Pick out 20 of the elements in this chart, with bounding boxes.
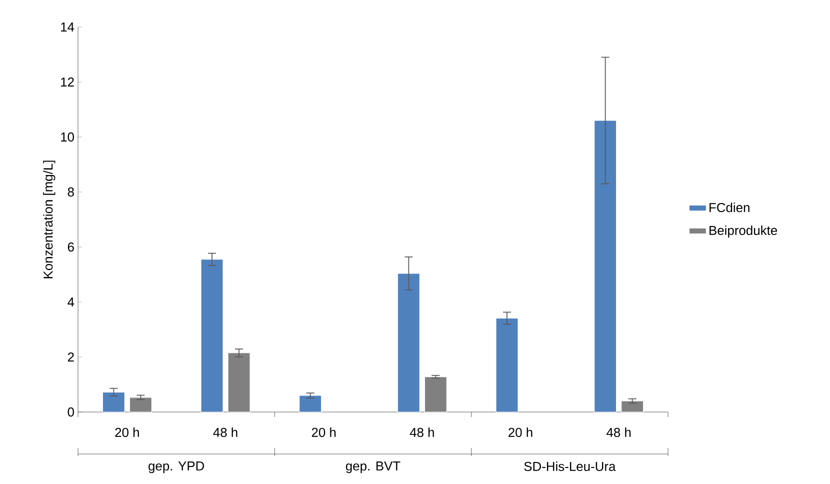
text: gep. YPD: [148, 462, 204, 474]
y-tick-label: 14: [61, 22, 74, 32]
y-tick-label: 8: [68, 187, 74, 197]
y-axis-title: Konzentration [mg/L]: [43, 160, 56, 278]
y-tick-label: 12: [61, 77, 74, 87]
text: SD-His-Leu-Ura: [524, 462, 616, 472]
x-tick-label: 48 h: [213, 428, 238, 438]
legend-label: FCdien: [710, 202, 750, 212]
legend-label: Beiprodukte: [710, 225, 778, 238]
text: gep. BVT: [346, 462, 400, 474]
x-tick-label: 20 h: [312, 428, 336, 438]
y-tick-label: 10: [61, 132, 74, 142]
x-tick-label: 48 h: [410, 428, 434, 438]
x-tick-label: 48 h: [606, 428, 631, 438]
x-tick-label: 20 h: [115, 428, 139, 438]
x-tick-label: 20 h: [508, 428, 532, 438]
y-tick-label: 4: [68, 298, 74, 306]
y-tick-label: 6: [68, 242, 74, 252]
y-tick-label: 0: [68, 407, 74, 417]
y-tick-label: 2: [68, 352, 74, 362]
